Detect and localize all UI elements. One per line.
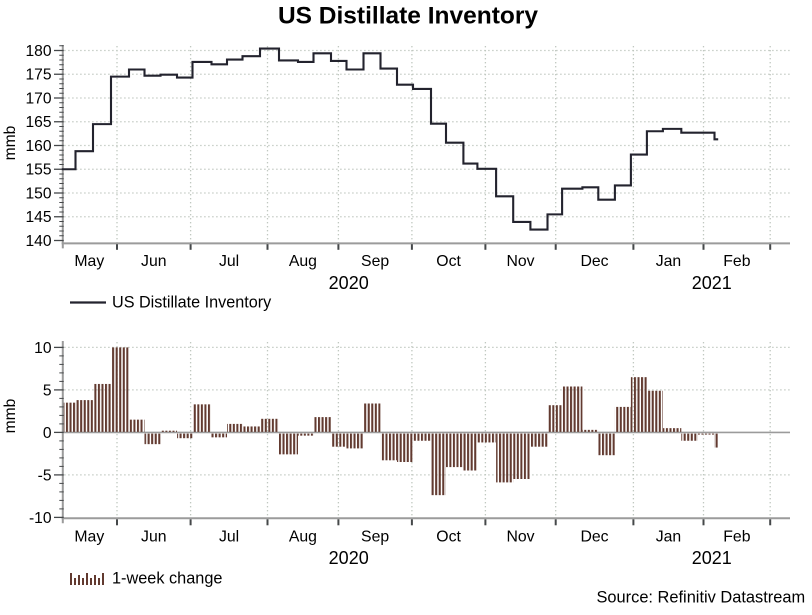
svg-text:Jul: Jul [219,529,239,546]
svg-text:160: 160 [25,138,51,155]
svg-text:-10: -10 [29,510,52,527]
svg-text:US Distillate Inventory: US Distillate Inventory [278,3,538,30]
svg-text:May: May [74,253,104,270]
svg-text:Oct: Oct [436,253,461,270]
svg-text:Jun: Jun [141,253,166,270]
svg-text:Aug: Aug [289,529,317,546]
svg-text:Source: Refinitiv Datastream: Source: Refinitiv Datastream [597,589,806,607]
svg-text:165: 165 [25,114,51,131]
svg-text:Feb: Feb [723,253,750,270]
svg-text:Nov: Nov [506,253,534,270]
svg-text:Sep: Sep [361,253,389,270]
svg-text:1-week change: 1-week change [112,570,222,588]
svg-text:Aug: Aug [289,253,317,270]
svg-text:155: 155 [25,162,51,179]
svg-text:Nov: Nov [506,529,534,546]
svg-text:180: 180 [25,43,51,60]
svg-text:170: 170 [25,90,51,107]
svg-text:Dec: Dec [580,529,608,546]
svg-text:Oct: Oct [436,529,461,546]
svg-text:2021: 2021 [692,273,732,293]
svg-text:Jul: Jul [219,253,239,270]
svg-text:US Distillate Inventory: US Distillate Inventory [112,293,272,311]
svg-text:mmb: mmb [2,398,19,433]
svg-text:5: 5 [43,382,52,399]
svg-text:Jan: Jan [656,253,681,270]
svg-text:2020: 2020 [329,273,369,293]
svg-text:150: 150 [25,185,51,202]
svg-text:140: 140 [25,233,51,250]
svg-text:Feb: Feb [723,529,750,546]
svg-text:2021: 2021 [692,548,732,568]
svg-text:mmb: mmb [2,125,19,160]
svg-text:Jan: Jan [656,529,681,546]
svg-text:May: May [74,529,104,546]
svg-text:Sep: Sep [361,529,389,546]
svg-text:-5: -5 [38,467,52,484]
svg-text:145: 145 [25,209,51,226]
svg-text:Jun: Jun [141,529,166,546]
svg-text:0: 0 [43,425,52,442]
svg-text:175: 175 [25,67,51,84]
svg-text:Dec: Dec [580,253,608,270]
svg-text:10: 10 [34,340,52,357]
svg-text:2020: 2020 [329,548,369,568]
